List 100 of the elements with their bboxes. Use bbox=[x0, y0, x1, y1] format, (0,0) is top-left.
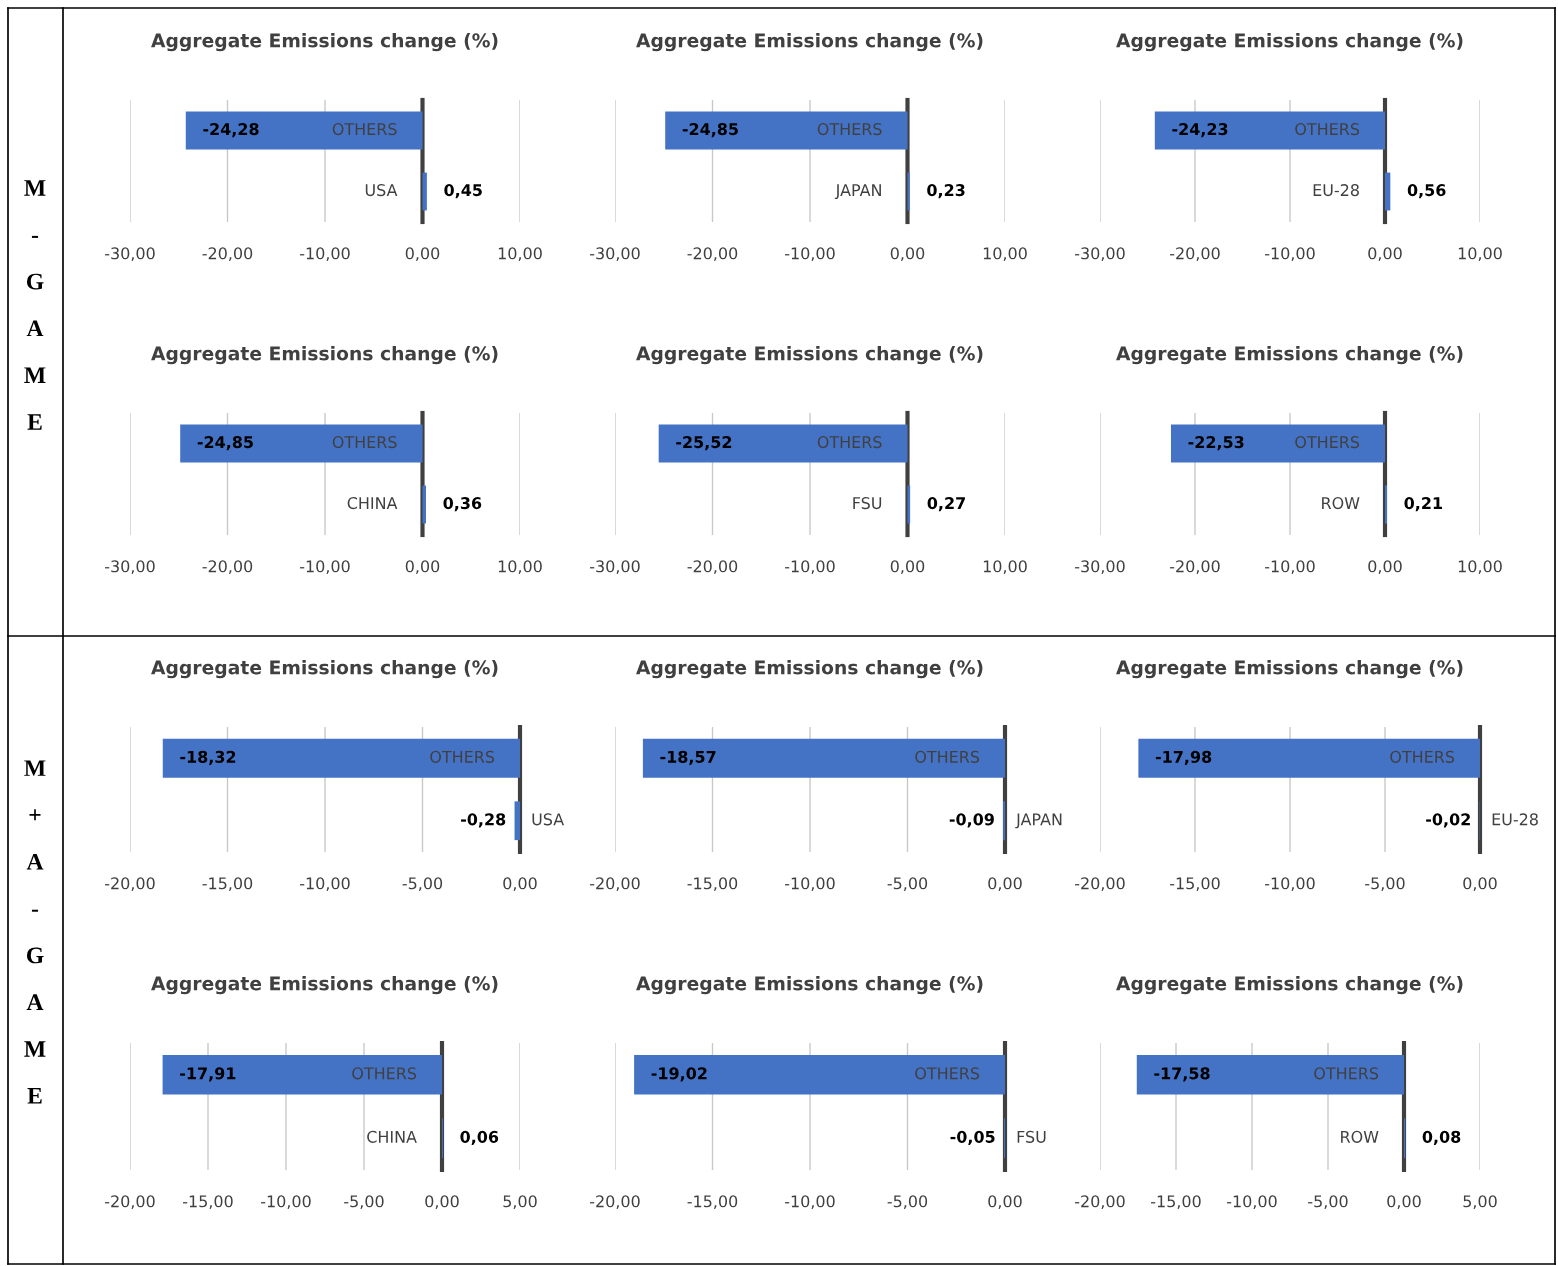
data-label: 0,06 bbox=[460, 1130, 499, 1145]
x-tick-label: -20,00 bbox=[687, 247, 738, 261]
y-tick-label: OTHERS bbox=[352, 1067, 417, 1080]
data-label: -24,85 bbox=[197, 436, 253, 451]
x-tick-label: -30,00 bbox=[590, 560, 640, 574]
y-tick-label: JAPAN bbox=[1015, 813, 1062, 829]
x-tick-label: 0,00 bbox=[405, 247, 440, 261]
x-tick-label: -10,00 bbox=[1227, 1195, 1277, 1209]
data-label: 0,56 bbox=[1407, 184, 1446, 199]
x-tick-label: -20,00 bbox=[1170, 560, 1220, 574]
data-label: -19,02 bbox=[651, 1067, 707, 1082]
data-label: -24,85 bbox=[682, 123, 738, 138]
y-tick-label: CHINA bbox=[347, 497, 398, 510]
y-tick-label: OTHERS bbox=[1314, 1067, 1379, 1080]
x-tick-label: 5,00 bbox=[1463, 1195, 1497, 1209]
data-label: -0,09 bbox=[949, 813, 994, 828]
data-label: -0,28 bbox=[461, 813, 506, 828]
data-label: -17,91 bbox=[180, 1067, 236, 1082]
x-tick-label: -10,00 bbox=[300, 877, 350, 891]
y-tick-label: JAPAN bbox=[834, 184, 881, 200]
x-tick-label: -30,00 bbox=[105, 247, 155, 261]
x-tick-label: 0,00 bbox=[1387, 1195, 1421, 1209]
data-label: -22,53 bbox=[1188, 436, 1244, 451]
x-tick-label: -15,00 bbox=[183, 1195, 233, 1209]
chart-title: Aggregate Emissions change (%) bbox=[151, 659, 498, 679]
y-tick-label: OTHERS bbox=[817, 123, 882, 136]
x-tick-label: -5,00 bbox=[402, 877, 443, 891]
x-tick-label: 10,00 bbox=[983, 247, 1027, 261]
chart-title: Aggregate Emissions change (%) bbox=[636, 345, 983, 365]
y-tick-label: OTHERS bbox=[332, 436, 397, 449]
x-tick-label: -10,00 bbox=[1265, 560, 1315, 574]
y-tick-label: FSU bbox=[1017, 1130, 1046, 1143]
data-label: -0,05 bbox=[950, 1130, 995, 1145]
x-tick-label: 10,00 bbox=[1458, 560, 1502, 574]
x-tick-label: -20,00 bbox=[202, 560, 253, 574]
data-label: 0,45 bbox=[444, 184, 482, 199]
x-tick-label: -30,00 bbox=[1075, 247, 1125, 261]
x-tick-label: -5,00 bbox=[1308, 1195, 1348, 1209]
x-tick-label: -5,00 bbox=[344, 1195, 384, 1209]
x-tick-label: -5,00 bbox=[887, 877, 928, 891]
chart-title: Aggregate Emissions change (%) bbox=[1116, 975, 1463, 995]
chart-title: Aggregate Emissions change (%) bbox=[1116, 32, 1463, 52]
chart-title: Aggregate Emissions change (%) bbox=[151, 32, 498, 52]
x-tick-label: 0,00 bbox=[1368, 560, 1402, 574]
chart-title: Aggregate Emissions change (%) bbox=[636, 32, 983, 52]
data-label: -24,23 bbox=[1172, 123, 1228, 138]
x-tick-label: -10,00 bbox=[300, 560, 350, 574]
y-tick-label: OTHERS bbox=[1295, 123, 1360, 136]
text: M-GAME bbox=[24, 180, 46, 430]
x-tick-label: 10,00 bbox=[983, 560, 1027, 574]
x-tick-label: -10,00 bbox=[785, 560, 835, 574]
x-tick-label: -20,00 bbox=[590, 877, 640, 891]
chart-title: Aggregate Emissions change (%) bbox=[151, 345, 498, 365]
x-tick-label: -20,00 bbox=[1075, 877, 1125, 891]
y-tick-label: OTHERS bbox=[430, 750, 495, 763]
chart-title: Aggregate Emissions change (%) bbox=[1116, 345, 1463, 365]
data-label: 0,23 bbox=[927, 184, 965, 199]
x-tick-label: -10,00 bbox=[1265, 247, 1315, 261]
x-tick-label: 0,00 bbox=[405, 560, 440, 574]
x-tick-label: -15,00 bbox=[1151, 1195, 1201, 1209]
chart-title: Aggregate Emissions change (%) bbox=[1116, 659, 1463, 679]
data-label: -18,32 bbox=[180, 750, 236, 765]
x-tick-label: 10,00 bbox=[498, 560, 542, 574]
y-tick-label: OTHERS bbox=[332, 123, 397, 136]
x-tick-label: -20,00 bbox=[105, 877, 155, 891]
chart-title: Aggregate Emissions change (%) bbox=[636, 975, 983, 995]
y-tick-label: ROW bbox=[1322, 497, 1360, 510]
x-tick-label: -15,00 bbox=[1170, 877, 1220, 891]
x-tick-label: -15,00 bbox=[687, 1195, 738, 1209]
data-label: -18,57 bbox=[660, 750, 716, 765]
data-label: -17,98 bbox=[1155, 750, 1212, 765]
data-label: -0,02 bbox=[1426, 813, 1470, 828]
x-tick-label: 10,00 bbox=[498, 247, 542, 261]
data-label: -17,58 bbox=[1154, 1067, 1210, 1082]
x-tick-label: -20,00 bbox=[590, 1195, 640, 1209]
y-tick-label: OTHERS bbox=[1390, 750, 1455, 763]
data-label: 0,21 bbox=[1404, 497, 1442, 512]
y-tick-label: FSU bbox=[853, 497, 882, 510]
y-tick-label: EU-28 bbox=[1492, 813, 1538, 826]
y-tick-label: OTHERS bbox=[1295, 436, 1360, 449]
x-tick-label: -20,00 bbox=[687, 560, 738, 574]
y-tick-label: EU-28 bbox=[1313, 184, 1359, 197]
x-tick-label: -30,00 bbox=[105, 560, 155, 574]
x-tick-label: -10,00 bbox=[1265, 877, 1315, 891]
x-tick-label: -10,00 bbox=[300, 247, 350, 261]
x-tick-label: -5,00 bbox=[1365, 877, 1405, 891]
data-label: 0,27 bbox=[927, 497, 965, 512]
data-label: -24,28 bbox=[203, 123, 259, 138]
y-tick-label: ROW bbox=[1341, 1130, 1379, 1143]
data-label: 0,08 bbox=[1422, 1130, 1461, 1145]
x-tick-label: -15,00 bbox=[687, 877, 738, 891]
y-tick-label: CHINA bbox=[367, 1130, 417, 1143]
y-tick-label: USA bbox=[365, 184, 398, 197]
y-tick-label: OTHERS bbox=[817, 436, 882, 449]
x-tick-label: -10,00 bbox=[785, 877, 835, 891]
x-tick-label: -10,00 bbox=[785, 247, 835, 261]
x-tick-label: -10,00 bbox=[261, 1195, 311, 1209]
x-tick-label: 0,00 bbox=[890, 560, 925, 574]
x-tick-label: -20,00 bbox=[1075, 1195, 1125, 1209]
x-tick-label: -30,00 bbox=[1075, 560, 1125, 574]
